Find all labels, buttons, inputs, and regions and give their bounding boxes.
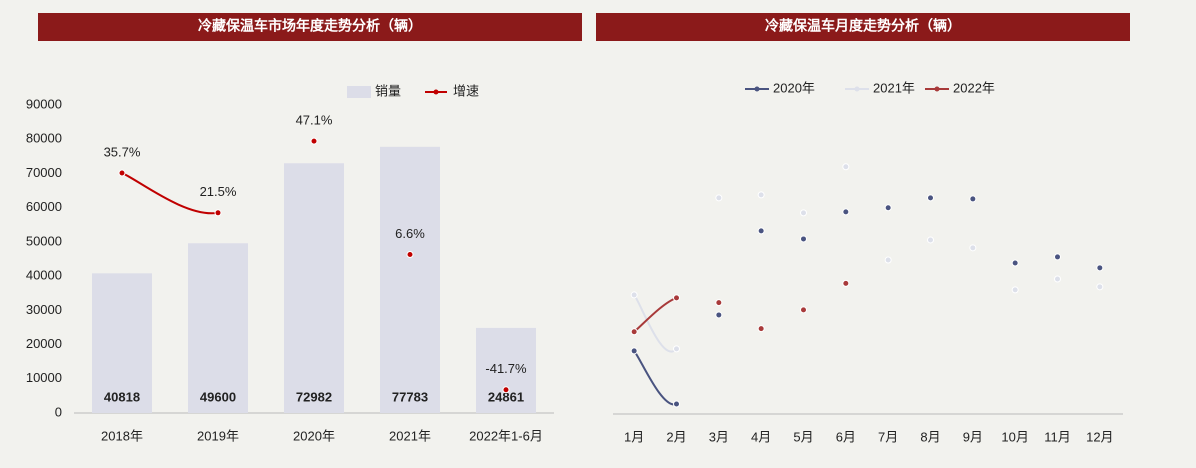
data-label: 72982 <box>296 389 332 404</box>
marker <box>884 256 892 264</box>
marker <box>1096 264 1104 272</box>
marker <box>757 227 765 235</box>
marker <box>673 345 680 353</box>
y-tick-label: 70000 <box>26 165 62 180</box>
marker <box>630 328 638 336</box>
x-tick-label: 2021年 <box>389 428 431 443</box>
marker <box>800 235 807 243</box>
marker <box>1054 253 1061 261</box>
y-tick-label: 80000 <box>26 131 62 146</box>
marker <box>715 299 723 307</box>
x-tick-label: 6月 <box>836 429 856 444</box>
marker <box>715 194 723 202</box>
marker <box>673 400 680 408</box>
bar <box>380 146 440 413</box>
x-tick-label: 9月 <box>963 429 983 444</box>
marker <box>673 294 680 302</box>
x-tick-label: 1月 <box>624 429 644 444</box>
marker <box>1011 259 1019 267</box>
x-tick-label: 2月 <box>666 429 686 444</box>
legend-swatch <box>347 86 371 98</box>
marker <box>800 209 807 217</box>
y-tick-label: 0 <box>55 404 62 419</box>
marker <box>214 209 222 217</box>
marker <box>842 163 850 171</box>
data-label: 40818 <box>104 389 140 404</box>
data-label: 35.7% <box>104 144 141 159</box>
marker <box>310 137 318 145</box>
bar <box>476 327 536 413</box>
legend-label: 增速 <box>453 83 479 98</box>
legend-label: 销量 <box>375 83 401 98</box>
data-label: 6.6% <box>395 226 425 241</box>
y-tick-label: 20000 <box>26 336 62 351</box>
marker <box>757 325 765 333</box>
marker <box>842 208 850 216</box>
legend-swatch <box>934 86 940 92</box>
line <box>121 172 219 215</box>
marker <box>757 191 765 199</box>
x-tick-label: 3月 <box>709 429 729 444</box>
line <box>633 350 677 406</box>
data-label: 49600 <box>200 389 236 404</box>
x-tick-label: 2020年 <box>293 428 335 443</box>
marker <box>406 251 414 259</box>
marker <box>842 279 850 287</box>
marker <box>1011 286 1019 294</box>
x-tick-label: 4月 <box>751 429 771 444</box>
y-tick-label: 90000 <box>26 96 62 111</box>
y-tick-label: 30000 <box>26 302 62 317</box>
marker <box>715 311 723 319</box>
marker <box>969 244 977 252</box>
data-label: 77783 <box>392 389 428 404</box>
legend-label: 2020年 <box>773 80 815 95</box>
marker <box>118 169 126 177</box>
data-label: 24861 <box>488 389 524 404</box>
x-tick-label: 11月 <box>1044 429 1071 444</box>
marker <box>927 194 934 202</box>
y-tick-label: 40000 <box>26 268 62 283</box>
data-label: -41.7% <box>485 361 527 376</box>
marker <box>927 236 934 244</box>
data-label: 47.1% <box>296 113 333 128</box>
x-tick-label: 2022年1-6月 <box>469 428 543 443</box>
marker <box>630 291 638 299</box>
legend-label: 2021年 <box>873 80 915 95</box>
line <box>633 294 678 353</box>
y-tick-label: 50000 <box>26 233 62 248</box>
chart-title: 冷藏保温车月度走势分析（辆） <box>765 18 961 34</box>
x-tick-label: 8月 <box>920 429 940 444</box>
title-bar <box>596 13 1130 41</box>
x-tick-label: 2018年 <box>101 428 143 443</box>
bar <box>92 273 152 413</box>
chart-title: 冷藏保温车市场年度走势分析（辆） <box>198 18 422 34</box>
marker <box>884 204 892 212</box>
title-bar <box>38 13 582 41</box>
y-tick-label: 10000 <box>26 370 62 385</box>
x-tick-label: 12月 <box>1086 429 1113 444</box>
legend-label: 2022年 <box>953 80 995 95</box>
data-label: 21.5% <box>200 184 237 199</box>
y-tick-label: 60000 <box>26 199 62 214</box>
marker <box>1096 283 1104 291</box>
legend-swatch <box>433 89 439 95</box>
x-tick-label: 2019年 <box>197 428 239 443</box>
bar <box>284 163 344 413</box>
marker <box>800 306 807 314</box>
marker <box>502 386 510 394</box>
bar <box>188 243 248 413</box>
marker <box>630 347 638 355</box>
x-tick-label: 5月 <box>793 429 813 444</box>
legend-swatch <box>754 86 760 92</box>
x-tick-label: 10月 <box>1001 429 1028 444</box>
x-tick-label: 7月 <box>878 429 898 444</box>
marker <box>969 195 977 203</box>
marker <box>1054 275 1061 283</box>
legend-swatch <box>854 86 860 92</box>
